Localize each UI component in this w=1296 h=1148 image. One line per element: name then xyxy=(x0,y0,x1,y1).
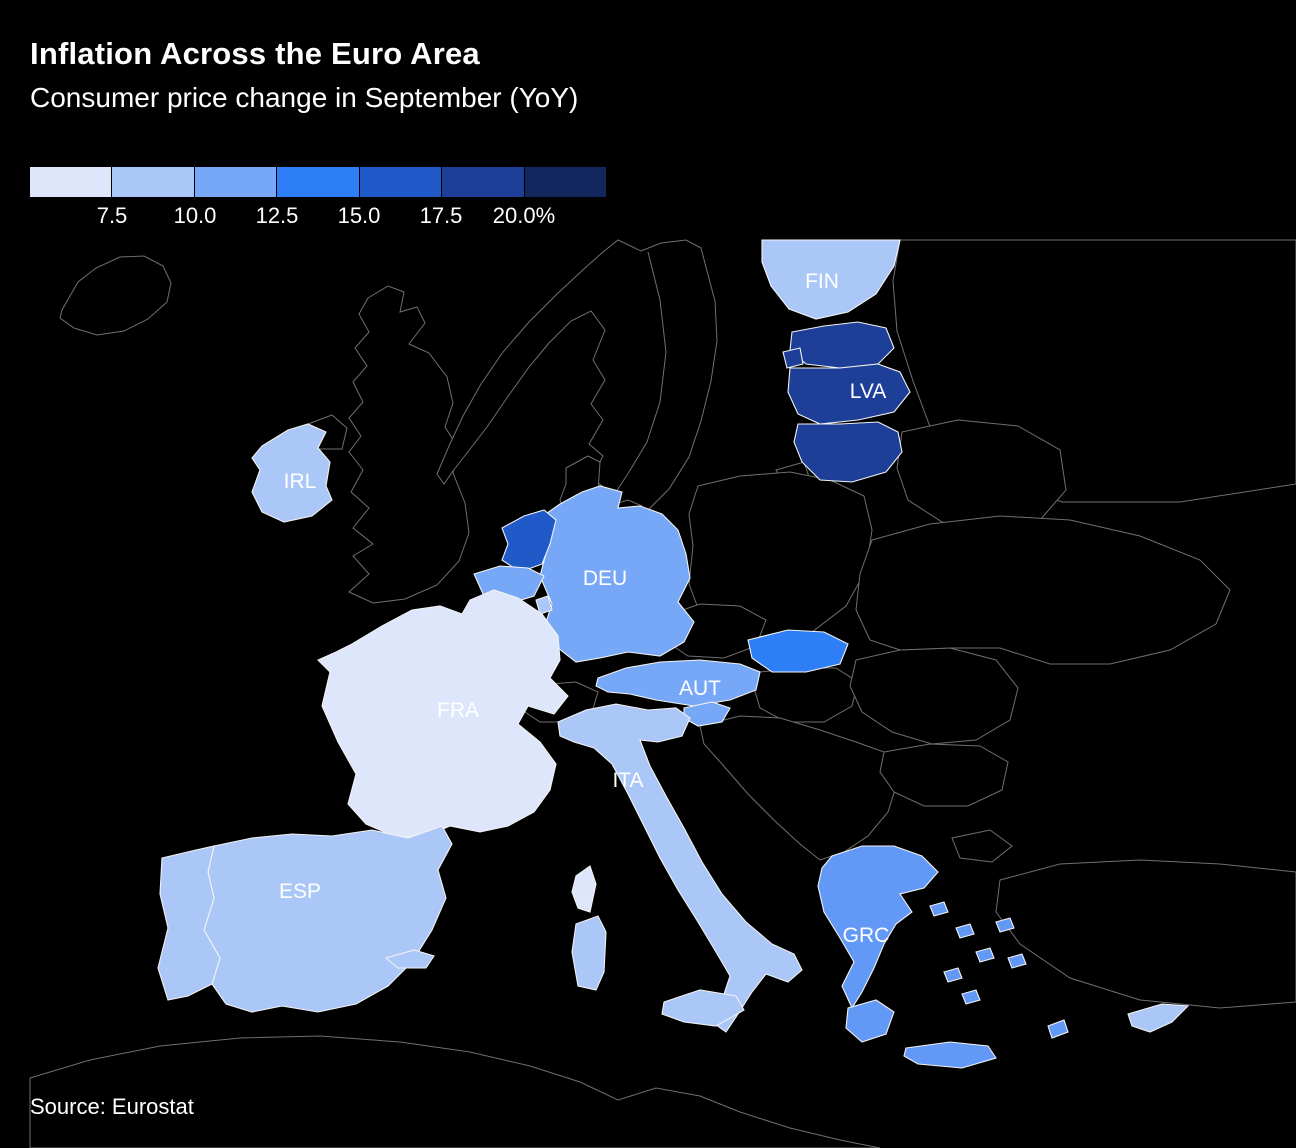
island-corsica xyxy=(571,865,597,913)
country-italy xyxy=(557,703,803,1033)
country-label-grc: GRC xyxy=(843,924,890,947)
legend-tick: 17.5 xyxy=(419,203,463,228)
country-estonia-islands xyxy=(782,347,804,369)
legend-tick: 12.5 xyxy=(255,203,299,228)
country-spain xyxy=(203,825,453,1013)
country-france xyxy=(317,589,569,839)
coast-north-africa xyxy=(29,1035,881,1148)
country-cyprus xyxy=(1127,1003,1190,1033)
island-aegean xyxy=(955,923,975,939)
source-text: Source: Eurostat xyxy=(30,1094,194,1119)
country-label-irl: IRL xyxy=(284,470,317,493)
legend-tick: 10.0 xyxy=(173,203,217,228)
page-title: Inflation Across the Euro Area xyxy=(30,36,480,71)
country-label-lva: LVA xyxy=(850,380,887,403)
country-poland xyxy=(688,471,873,639)
island-aegean xyxy=(943,967,963,983)
island-aegean xyxy=(975,947,995,963)
country-balkans xyxy=(699,715,899,861)
country-scandinavia xyxy=(436,239,718,526)
country-latvia xyxy=(787,363,911,425)
country-turkey-thrace xyxy=(951,829,1013,863)
country-netherlands xyxy=(501,509,557,573)
island-rhodes xyxy=(1047,1019,1069,1039)
island-aegean xyxy=(961,989,981,1005)
country-portugal xyxy=(157,845,221,1001)
country-turkey xyxy=(995,859,1296,1009)
legend-color-bar xyxy=(30,167,606,197)
country-label-fin: FIN xyxy=(805,270,839,293)
country-hungary xyxy=(753,667,859,723)
region-peloponnese xyxy=(845,999,895,1043)
island-sicily xyxy=(661,989,745,1027)
island-crete xyxy=(903,1041,997,1069)
legend-segment xyxy=(277,167,360,197)
country-luxembourg xyxy=(535,595,553,615)
country-ireland xyxy=(251,423,333,523)
header: Inflation Across the Euro Area Consumer … xyxy=(30,36,578,114)
islands-balearic xyxy=(384,949,435,969)
country-slovakia xyxy=(747,629,849,673)
country-label-deu: DEU xyxy=(583,567,627,590)
country-label-fra: FRA xyxy=(437,699,479,722)
country-austria xyxy=(595,659,761,707)
country-estonia xyxy=(789,321,895,369)
country-greece xyxy=(817,845,939,1010)
island-sardinia xyxy=(571,915,607,991)
color-legend: 7.5 10.0 12.5 15.0 17.5 20.0% xyxy=(30,167,606,229)
legend-tick: 20.0% xyxy=(492,203,556,228)
legend-segment xyxy=(442,167,525,197)
legend-segment xyxy=(30,167,113,197)
legend-segment xyxy=(112,167,195,197)
country-label-ita: ITA xyxy=(612,769,643,792)
legend-segment xyxy=(359,167,443,197)
norway-sweden-border xyxy=(611,251,667,499)
island-aegean xyxy=(929,901,949,917)
legend-tick: 7.5 xyxy=(96,203,128,228)
country-great-britain xyxy=(348,285,470,604)
country-iceland xyxy=(59,255,172,336)
country-label-esp: ESP xyxy=(279,880,321,903)
island-aegean xyxy=(1007,953,1027,969)
legend-segment xyxy=(194,167,278,197)
country-lithuania xyxy=(793,421,903,483)
country-finland xyxy=(761,239,901,320)
legend-tick: 15.0 xyxy=(337,203,381,228)
country-label-aut: AUT xyxy=(679,677,721,700)
page-subtitle: Consumer price change in September (YoY) xyxy=(30,82,579,113)
country-romania xyxy=(849,647,1019,745)
country-ukraine xyxy=(855,515,1231,665)
island-aegean xyxy=(995,917,1015,933)
legend-segment xyxy=(524,167,606,197)
country-bulgaria xyxy=(879,743,1009,807)
